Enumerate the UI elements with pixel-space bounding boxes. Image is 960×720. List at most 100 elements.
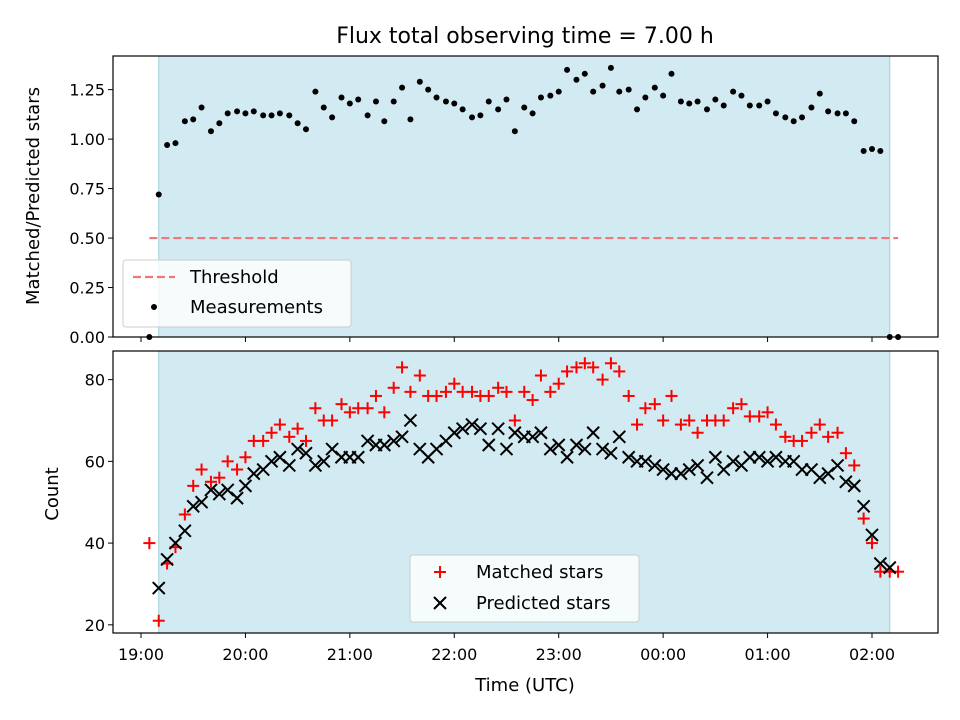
measurements-point — [433, 94, 440, 101]
matched-stars-point — [796, 434, 809, 447]
predicted-stars-point — [238, 479, 253, 493]
predicted-stars-point — [552, 438, 566, 452]
measurements-point — [564, 66, 571, 73]
measurements-point — [573, 76, 580, 83]
measurements-point — [442, 98, 449, 105]
matched-stars-point — [187, 479, 200, 492]
predicted-stars-point — [160, 552, 174, 567]
measurements-point — [677, 98, 684, 105]
matched-stars-point — [309, 402, 322, 415]
measurements-point — [694, 98, 701, 105]
measurements-point — [329, 114, 336, 121]
measurements-point — [234, 108, 241, 115]
matched-stars-point — [596, 373, 609, 386]
measurements-point — [790, 118, 797, 125]
matched-stars-point — [221, 455, 234, 468]
measurements-point — [842, 110, 849, 117]
predicted-stars-point — [839, 475, 853, 489]
axes-frame — [112, 55, 939, 338]
measurements-point — [634, 106, 641, 113]
measurements-point — [346, 100, 353, 107]
matched-stars-point — [378, 406, 391, 419]
measurements-point — [503, 96, 510, 103]
matched-stars-point — [622, 389, 635, 402]
matched-stars-point — [299, 434, 312, 447]
measurements-point — [198, 104, 205, 111]
predicted-stars-point — [499, 442, 514, 456]
matched-stars-point — [273, 418, 286, 431]
measurements-point — [547, 92, 554, 99]
y-tick-label: 60 — [85, 452, 105, 471]
matched-stars-point — [839, 447, 852, 460]
measurements-point — [312, 88, 319, 95]
measurements-point — [616, 88, 623, 95]
matched-stars-point — [326, 414, 339, 427]
predicted-stars-point — [534, 426, 548, 440]
predicted-stars-point — [813, 470, 827, 485]
matched-stars-point — [534, 369, 547, 382]
measurements-point — [459, 106, 466, 113]
matched-stars-point — [857, 512, 870, 525]
measurements-point — [712, 96, 719, 103]
measurements-point — [782, 114, 789, 121]
x-tick-label: 01:00 — [745, 645, 791, 664]
matched-stars-point — [683, 414, 696, 427]
measurements-point — [355, 96, 362, 103]
measurements-point — [642, 94, 649, 101]
measurements-point — [294, 120, 301, 127]
measurements-point — [877, 147, 884, 154]
matched-stars-point — [291, 422, 304, 435]
x-tick-label: 02:00 — [849, 645, 895, 664]
measurements-point — [555, 88, 562, 95]
measurements-point — [495, 106, 502, 113]
top-legend-box — [122, 259, 352, 328]
predicted-stars-point — [186, 499, 200, 514]
predicted-stars-legend-swatch — [433, 596, 447, 610]
y-tick-label: 80 — [85, 371, 105, 390]
measurements-point — [302, 126, 309, 133]
measurements-point — [772, 110, 779, 117]
y-tick-label: 0.75 — [69, 180, 105, 199]
measurements-point — [164, 142, 171, 149]
matched-stars-point — [518, 385, 531, 398]
measurements-point — [521, 104, 528, 111]
measurements-point — [469, 114, 476, 121]
measurements-legend-swatch — [151, 304, 157, 310]
predicted-stars-point — [351, 450, 365, 464]
matched-stars-point — [466, 385, 479, 398]
measurements-point — [764, 98, 771, 105]
predicted-stars-point — [482, 438, 496, 452]
matched-stars-point — [500, 385, 513, 398]
predicted-stars-point — [264, 454, 279, 469]
predicted-stars-point — [769, 450, 783, 464]
matched-stars-point — [231, 463, 244, 476]
matched-stars-point — [639, 402, 652, 415]
measurements-point — [599, 82, 606, 89]
x-tick-label: 21:00 — [327, 645, 373, 664]
matched-stars-point — [691, 426, 704, 439]
matched-stars-point — [779, 430, 792, 443]
measurements-point — [425, 86, 432, 93]
predicted-stars-point — [708, 450, 723, 464]
predicted-stars-point — [569, 438, 584, 452]
matched-stars-point — [152, 614, 165, 627]
matched-stars-point — [831, 426, 844, 439]
predicted-stars-point — [247, 466, 261, 481]
predicted-stars-point — [638, 454, 653, 469]
matched-stars-point — [143, 537, 156, 550]
matched-stars-point — [482, 389, 495, 402]
predicted-stars-legend-label: Predicted stars — [476, 593, 610, 614]
measurements-point — [668, 70, 675, 77]
measurements-point — [216, 120, 223, 127]
predicted-stars-point — [317, 454, 331, 469]
measurements-point — [268, 112, 275, 119]
measurements-point — [660, 92, 667, 99]
x-tick-label: 19:00 — [118, 645, 164, 664]
matched-stars-point — [805, 426, 818, 439]
measurements-point — [407, 116, 414, 123]
predicted-stars-point — [212, 487, 227, 501]
measurements-point — [320, 104, 327, 111]
predicted-stars-point — [690, 458, 705, 473]
matched-stars-point — [387, 381, 400, 394]
